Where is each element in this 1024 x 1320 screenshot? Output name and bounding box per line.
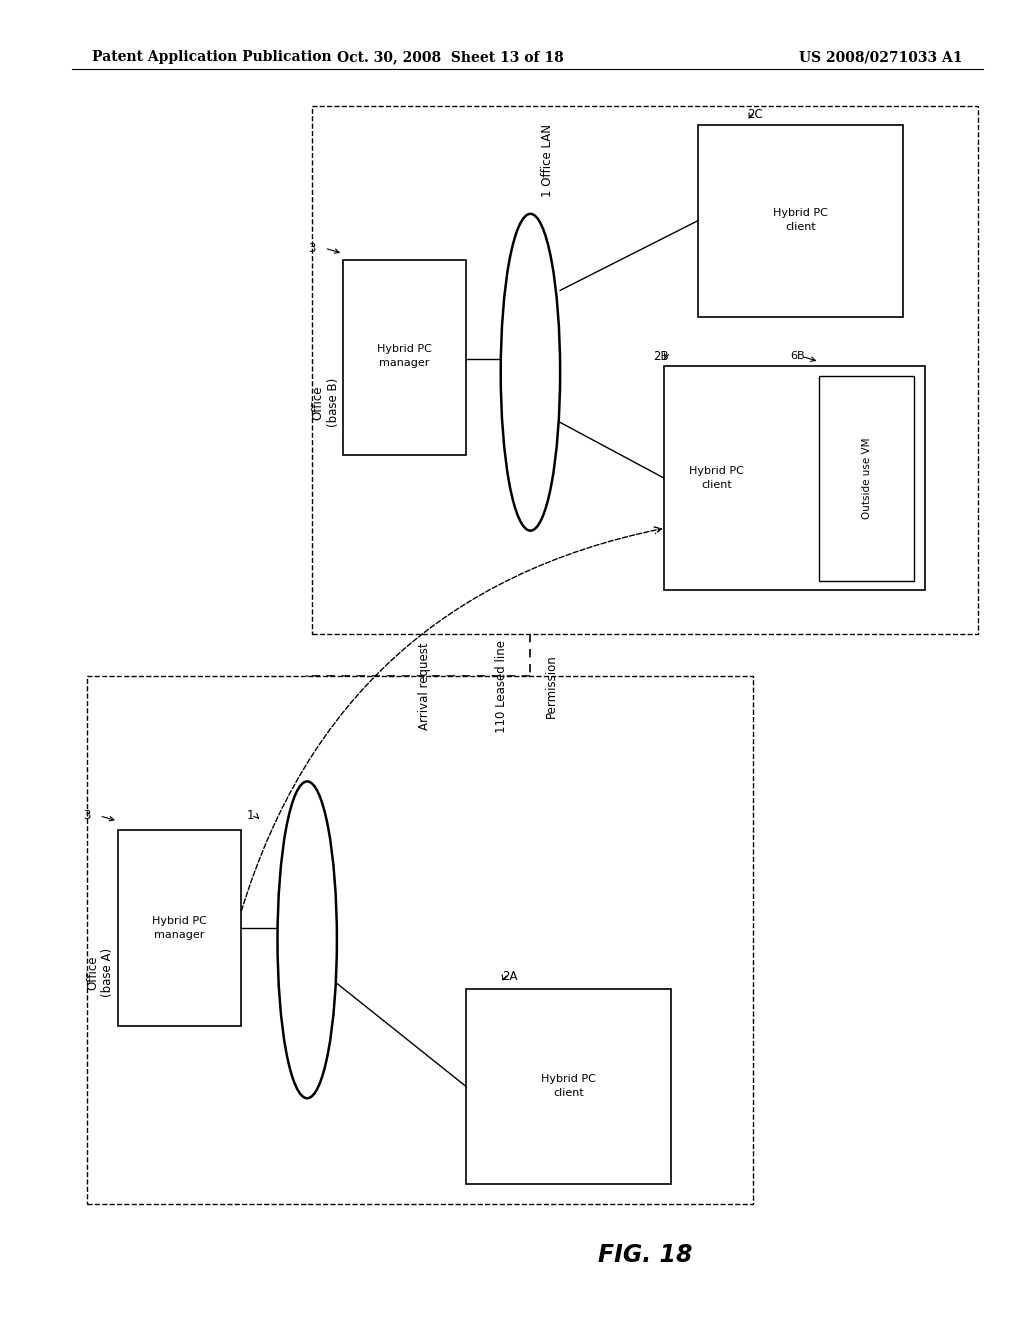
Text: 2B: 2B bbox=[653, 350, 669, 363]
Text: FIG. 18: FIG. 18 bbox=[598, 1243, 692, 1267]
Text: Permission: Permission bbox=[545, 655, 557, 718]
Text: Office
(base A): Office (base A) bbox=[86, 948, 115, 998]
Text: 1: 1 bbox=[247, 809, 254, 822]
Text: Hybrid PC
client: Hybrid PC client bbox=[773, 209, 828, 232]
Text: Hybrid PC
manager: Hybrid PC manager bbox=[152, 916, 207, 940]
Ellipse shape bbox=[501, 214, 560, 531]
Text: 2C: 2C bbox=[748, 108, 763, 121]
Text: Outside use VM: Outside use VM bbox=[862, 437, 872, 519]
Text: 2A: 2A bbox=[502, 970, 517, 983]
Polygon shape bbox=[664, 366, 925, 590]
Polygon shape bbox=[819, 376, 914, 581]
Polygon shape bbox=[343, 260, 466, 455]
Polygon shape bbox=[698, 125, 903, 317]
Text: Arrival request: Arrival request bbox=[419, 643, 431, 730]
Text: 110 Leased line: 110 Leased line bbox=[496, 640, 508, 733]
Text: 1 Office LAN: 1 Office LAN bbox=[541, 124, 554, 197]
Polygon shape bbox=[87, 676, 753, 1204]
Ellipse shape bbox=[278, 781, 337, 1098]
Text: US 2008/0271033 A1: US 2008/0271033 A1 bbox=[799, 50, 963, 65]
Polygon shape bbox=[312, 106, 978, 634]
Polygon shape bbox=[466, 989, 671, 1184]
Text: Hybrid PC
client: Hybrid PC client bbox=[689, 466, 744, 490]
Polygon shape bbox=[118, 830, 241, 1026]
Text: 3: 3 bbox=[83, 809, 90, 822]
Text: Office
(base B): Office (base B) bbox=[311, 378, 340, 428]
Text: Hybrid PC
manager: Hybrid PC manager bbox=[377, 345, 432, 368]
Text: Hybrid PC
client: Hybrid PC client bbox=[541, 1074, 596, 1098]
Text: 6B: 6B bbox=[791, 351, 805, 362]
Text: Patent Application Publication: Patent Application Publication bbox=[92, 50, 332, 65]
Text: 3: 3 bbox=[308, 242, 315, 255]
Text: Oct. 30, 2008  Sheet 13 of 18: Oct. 30, 2008 Sheet 13 of 18 bbox=[337, 50, 564, 65]
